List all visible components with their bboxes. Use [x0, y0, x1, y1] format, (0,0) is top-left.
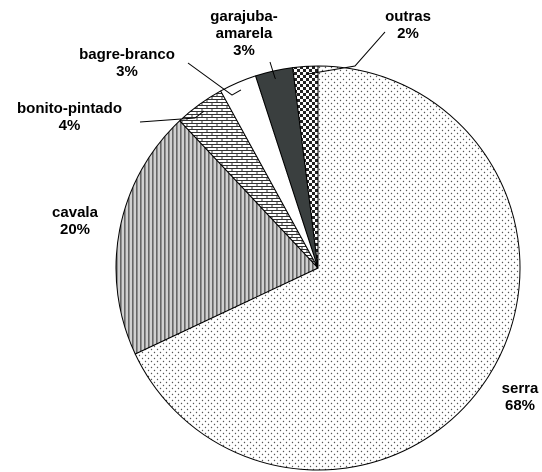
- value-label: 20%: [59, 221, 91, 238]
- leader-line: [269, 61, 277, 80]
- leader-line: [187, 62, 242, 96]
- slice-label: cavala 20%: [40, 204, 110, 238]
- pie-slice: [115, 120, 319, 355]
- category-label: bonito-pintado: [17, 100, 122, 117]
- value-label: 2%: [397, 25, 419, 42]
- slice-label: bagre-branco 3%: [62, 46, 192, 80]
- category-label: outras: [385, 8, 431, 25]
- slice-label: outras 2%: [378, 8, 438, 42]
- value-label: 68%: [504, 397, 536, 414]
- pie-slice: [292, 65, 319, 269]
- slice-label: serra 68%: [490, 380, 542, 414]
- value-label: 4%: [58, 117, 81, 134]
- slice-label: garajuba-amarela 3%: [208, 8, 280, 59]
- value-label: 3%: [116, 63, 138, 80]
- leader-line: [305, 31, 386, 75]
- pie-slice: [134, 65, 521, 471]
- category-label: garajuba-amarela: [210, 8, 278, 42]
- value-label: 3%: [233, 42, 255, 59]
- leader-line: [139, 110, 205, 123]
- category-label: cavala: [52, 204, 98, 221]
- category-label: bagre-branco: [79, 46, 175, 63]
- slice-label: bonito-pintado 4%: [2, 100, 137, 134]
- category-label: serra: [501, 380, 539, 397]
